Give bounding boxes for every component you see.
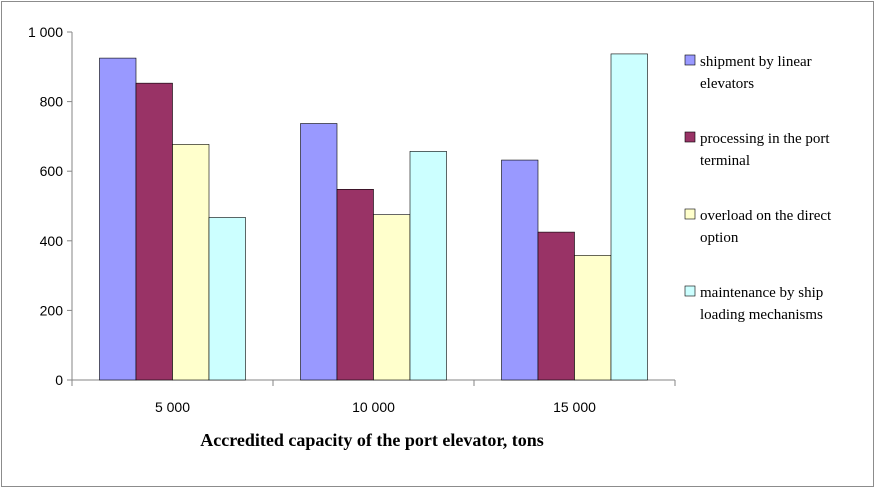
legend-swatch bbox=[684, 285, 696, 297]
legend-swatch bbox=[684, 131, 696, 143]
legend-label: processing in the port terminal bbox=[700, 131, 830, 169]
y-tick-label: 600 bbox=[40, 163, 64, 179]
x-tick-label: 15 000 bbox=[553, 399, 596, 415]
bar bbox=[610, 53, 648, 381]
bar bbox=[336, 188, 374, 381]
y-tick-label: 200 bbox=[40, 302, 64, 318]
bar bbox=[574, 255, 612, 381]
legend-swatch bbox=[684, 208, 696, 220]
bar bbox=[501, 159, 539, 381]
y-tick-label: 0 bbox=[55, 372, 63, 388]
bar bbox=[537, 231, 575, 381]
y-tick-label: 400 bbox=[40, 233, 64, 249]
legend-label: overload on the direct option bbox=[700, 208, 832, 246]
bar bbox=[208, 217, 246, 381]
chart-bars bbox=[99, 53, 648, 381]
legend-swatch bbox=[684, 54, 696, 66]
bar bbox=[300, 123, 338, 381]
x-axis-title: Accredited capacity of the port elevator… bbox=[200, 430, 543, 450]
chart-tick-labels: 0 200 400 600 800 1 000 5 000 10 000 15 000 bbox=[28, 24, 596, 415]
bar bbox=[135, 82, 173, 381]
bar bbox=[373, 214, 411, 381]
bar bbox=[99, 57, 137, 381]
x-tick-label: 5 000 bbox=[155, 399, 190, 415]
chart-legend: shipment by linear elevators processing in… bbox=[684, 54, 832, 323]
legend-label: shipment by linear elevators bbox=[700, 54, 812, 92]
x-tick-label: 10 000 bbox=[352, 399, 395, 415]
y-tick-label: 800 bbox=[40, 94, 64, 110]
legend-label: maintenance by ship loading mechanisms bbox=[700, 285, 823, 323]
bar bbox=[172, 144, 210, 381]
y-tick-label: 1 000 bbox=[28, 24, 63, 40]
bar bbox=[409, 151, 447, 381]
